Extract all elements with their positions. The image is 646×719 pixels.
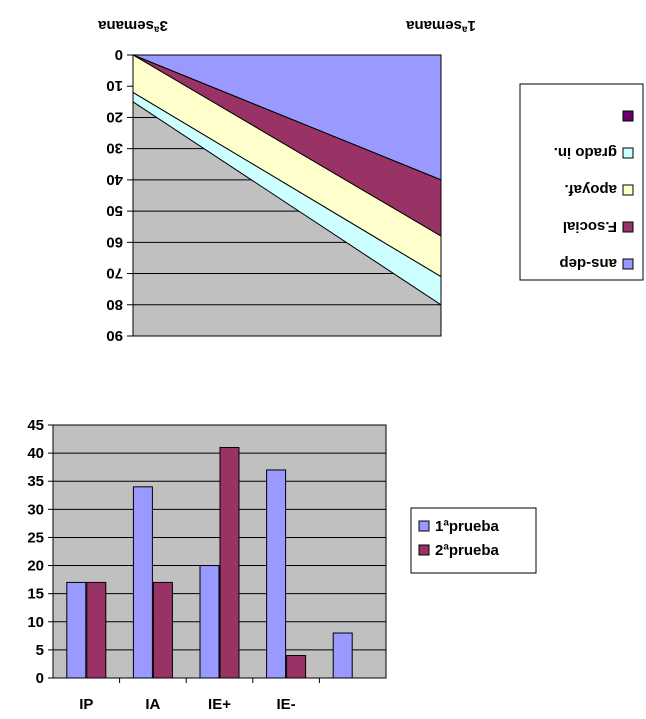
x-category-label: IA bbox=[145, 696, 160, 713]
legend-swatch-3 bbox=[622, 147, 634, 159]
y-tick-label: 35 bbox=[27, 473, 44, 490]
legend-label-1: F.social bbox=[563, 218, 617, 235]
legend-swatch-0 bbox=[622, 258, 634, 270]
y-tick-label: 50 bbox=[106, 202, 123, 219]
bar-1-3 bbox=[286, 655, 307, 679]
y-tick-label: 0 bbox=[36, 670, 44, 687]
bar-0-1 bbox=[132, 486, 153, 679]
legend-label-3: grado in. bbox=[554, 144, 617, 161]
chart-body: 0 10 20 30 40 50 60 70 80 90 1ªsemana 3ªsemana ans-d… bbox=[97, 17, 644, 344]
y-tick-label: 45 bbox=[27, 417, 44, 434]
x-category-label: 1ªsemana bbox=[405, 17, 475, 34]
y-tick-label: 15 bbox=[27, 586, 44, 603]
bar-0-0 bbox=[66, 581, 87, 679]
bar-0-2 bbox=[199, 565, 220, 679]
y-tick-label: 25 bbox=[27, 529, 44, 546]
y-tick-label: 80 bbox=[106, 296, 123, 313]
y-tick-label: 20 bbox=[106, 108, 123, 125]
y-tick-label: 90 bbox=[106, 327, 123, 344]
legend-swatch-4 bbox=[622, 110, 634, 122]
chart-body: 0 5 10 15 20 25 30 35 40 45 IP IA IE+ IE- 1ªprueba 2ªpr… bbox=[27, 417, 537, 713]
y-tick-label: 0 bbox=[115, 46, 123, 63]
y-tick-label: 40 bbox=[106, 171, 123, 188]
bar-chart: 0 5 10 15 20 25 30 35 40 45 IP IA IE+ IE- 1ªprueba 2ªpr… bbox=[27, 417, 537, 713]
y-tick-label: 10 bbox=[106, 77, 123, 94]
legend-swatch-1 bbox=[622, 221, 634, 233]
area-series-3 bbox=[132, 91, 442, 306]
y-tick-label: 40 bbox=[27, 445, 44, 462]
legend-swatch-2 bbox=[622, 184, 634, 196]
stacked-area-chart: 0 10 20 30 40 50 60 70 80 90 1ªsemana 3ªsemana ans-d… bbox=[97, 17, 644, 344]
bar-1-0 bbox=[86, 581, 107, 679]
legend-label-0: ans-dep bbox=[559, 255, 617, 272]
y-tick-label: 20 bbox=[27, 558, 44, 575]
legend-box bbox=[410, 507, 537, 574]
bar-0-3 bbox=[266, 469, 287, 679]
x-category-label: IP bbox=[79, 696, 93, 713]
y-tick-label: 10 bbox=[27, 614, 44, 631]
bar-1-2 bbox=[219, 446, 240, 679]
bar-1-1 bbox=[152, 581, 173, 679]
x-category-label: IE+ bbox=[208, 696, 231, 713]
bar-0-4 bbox=[332, 632, 353, 679]
legend-swatch-0 bbox=[418, 520, 430, 532]
x-category-label: IE- bbox=[277, 696, 296, 713]
y-tick-label: 30 bbox=[27, 501, 44, 518]
y-tick-label: 30 bbox=[106, 140, 123, 157]
legend-label-1: 2ªprueba bbox=[435, 542, 500, 559]
legend-swatch-1 bbox=[418, 544, 430, 556]
x-category-label: 3ªsemana bbox=[97, 17, 167, 34]
y-tick-label: 5 bbox=[36, 642, 44, 659]
y-tick-label: 70 bbox=[106, 265, 123, 282]
legend-label-0: 1ªprueba bbox=[435, 518, 500, 535]
legend-label-2: apoyaf. bbox=[564, 181, 617, 198]
y-tick-label: 60 bbox=[106, 233, 123, 250]
